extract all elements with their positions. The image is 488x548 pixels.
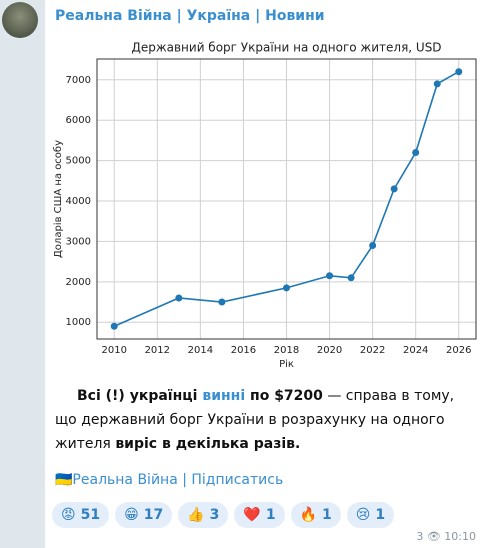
point: [283, 284, 290, 292]
chart: Державний борг України на одного жителя,…: [52, 41, 477, 370]
y-tick-label: 6000: [66, 115, 91, 126]
reaction[interactable]: 🔥 1: [290, 502, 341, 528]
reaction[interactable]: 👍 3: [178, 502, 229, 528]
x-tick-label: 2014: [188, 345, 213, 356]
plot-frame: [96, 58, 477, 340]
reaction-count: 1: [265, 507, 276, 523]
reaction-count: 51: [80, 507, 101, 523]
y-tick-label: 1000: [66, 317, 91, 328]
reaction-emoji: 😁: [124, 507, 139, 523]
reaction-emoji: 😢: [355, 507, 371, 523]
x-tick-label: 2010: [102, 345, 127, 356]
text-segment: — справа в тому, що державний борг Украї…: [55, 388, 455, 452]
reaction-count: 1: [322, 507, 332, 523]
reaction-emoji: 👍: [187, 507, 205, 523]
text-segment: Всі (!) українці: [77, 388, 203, 404]
reaction-emoji: 🔥: [299, 507, 317, 523]
post-text: Всі (!) українці винні по $7200 — справа…: [55, 384, 475, 456]
chart-title: Державний борг України на одного жителя,…: [131, 41, 441, 55]
reaction[interactable]: 😡 51: [52, 502, 110, 528]
point: [110, 322, 118, 330]
time: 10:10: [444, 530, 476, 543]
y-tick-label: 2000: [66, 277, 91, 288]
reaction-count: 1: [375, 507, 386, 523]
point: [347, 274, 355, 282]
avatar[interactable]: [2, 2, 38, 38]
reaction-count: 3: [209, 507, 220, 523]
point: [326, 272, 334, 280]
point: [369, 241, 377, 249]
views: 3: [416, 530, 424, 543]
x-axis-label: Рік: [279, 358, 294, 370]
point: [218, 298, 226, 306]
x-tick-label: 2020: [317, 345, 342, 356]
point: [390, 185, 398, 193]
point: [433, 80, 441, 88]
reactions: 😡 51 😁 17 👍 3 ❤️ 1 🔥 1 😢 1: [52, 502, 395, 528]
y-axis-label: Доларів США на особу: [52, 140, 64, 258]
signature[interactable]: 🇺🇦Реальна Війна | Підписатись: [55, 472, 284, 488]
text-segment: по $7200: [245, 388, 323, 404]
point: [455, 68, 463, 76]
y-tick-label: 4000: [66, 196, 91, 207]
reaction[interactable]: 😁 17: [115, 502, 173, 528]
x-tick-label: 2012: [145, 345, 170, 356]
y-tick-label: 5000: [66, 156, 91, 167]
footer: 3 👁 10:10: [416, 530, 476, 543]
reaction[interactable]: ❤️ 1: [234, 502, 285, 528]
reaction-emoji: 😡: [61, 507, 76, 523]
y-tick-label: 7000: [66, 75, 91, 86]
text-segment[interactable]: винні: [202, 388, 246, 404]
x-tick-label: 2024: [403, 345, 428, 356]
message: [45, 0, 488, 548]
x-tick-label: 2022: [360, 345, 385, 356]
point: [175, 294, 183, 302]
reaction-count: 17: [143, 507, 164, 523]
y-tick-label: 3000: [66, 236, 91, 247]
x-tick-label: 2016: [231, 345, 256, 356]
text-segment: виріс в декілька разів.: [115, 436, 301, 452]
reaction[interactable]: 😢 1: [346, 502, 395, 528]
x-tick-label: 2018: [274, 345, 299, 356]
point: [412, 149, 420, 157]
x-tick-label: 2026: [446, 345, 471, 356]
channel-name[interactable]: Реальна Війна | Україна | Новини: [55, 8, 325, 24]
reaction-emoji: ❤️: [243, 507, 261, 523]
